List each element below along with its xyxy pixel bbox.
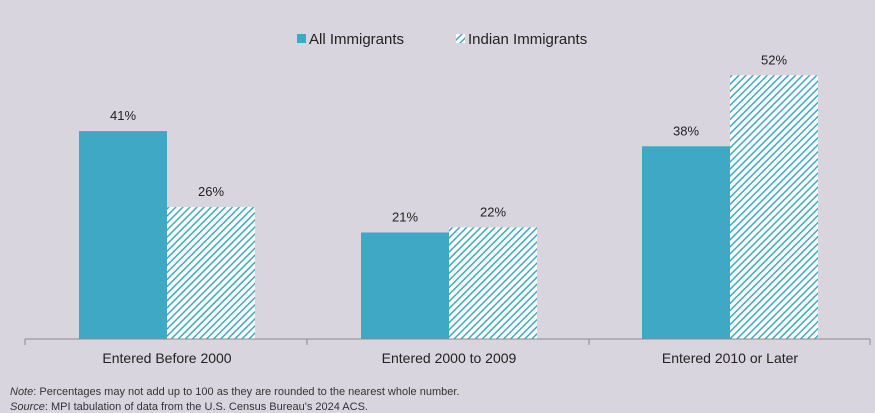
- bar-indian-immigrants-entered-before-2000: [167, 207, 255, 339]
- note-label: Note: [10, 386, 34, 398]
- category-label-entered-2000-to-2009: Entered 2000 to 2009: [382, 350, 517, 366]
- data-label-indian-immigrants-entered-2010-or-later: 52%: [761, 52, 787, 67]
- source-text: : MPI tabulation of data from the U.S. C…: [44, 401, 368, 413]
- bars: [79, 75, 818, 340]
- data-label-indian-immigrants-entered-2000-to-2009: 22%: [480, 204, 506, 219]
- bar-all-immigrants-entered-2010-or-later: [642, 146, 730, 339]
- bar-indian-immigrants-entered-2010-or-later: [730, 75, 818, 340]
- data-label-indian-immigrants-entered-before-2000: 26%: [198, 184, 224, 199]
- x-axis: Entered Before 2000 Entered 2000 to 2009 E…: [24, 338, 871, 366]
- category-label-entered-2010-or-later: Entered 2010 or Later: [662, 350, 799, 366]
- legend-swatch-indian-immigrants: [456, 34, 465, 43]
- note-footnote: Note: Percentages may not add up to 100 …: [10, 386, 459, 398]
- bar-indian-immigrants-entered-2000-to-2009: [449, 227, 537, 339]
- data-label-all-immigrants-entered-before-2000: 41%: [110, 108, 136, 123]
- legend-label-indian-immigrants: Indian Immigrants: [468, 31, 587, 48]
- source-footnote: Source: MPI tabulation of data from the …: [10, 401, 368, 413]
- source-label: Source: [10, 401, 45, 413]
- bar-all-immigrants-entered-2000-to-2009: [361, 232, 449, 339]
- legend: All Immigrants Indian Immigrants: [297, 31, 587, 48]
- data-labels: 41% 26% 21% 22% 38% 52%: [110, 52, 787, 224]
- bar-all-immigrants-entered-before-2000: [79, 131, 167, 339]
- legend-swatch-all-immigrants: [297, 34, 306, 43]
- category-label-entered-before-2000: Entered Before 2000: [102, 350, 231, 366]
- legend-label-all-immigrants: All Immigrants: [309, 31, 404, 48]
- data-label-all-immigrants-entered-2010-or-later: 38%: [673, 123, 699, 138]
- data-label-all-immigrants-entered-2000-to-2009: 21%: [392, 210, 418, 225]
- note-text: : Percentages may not add up to 100 as t…: [33, 386, 460, 398]
